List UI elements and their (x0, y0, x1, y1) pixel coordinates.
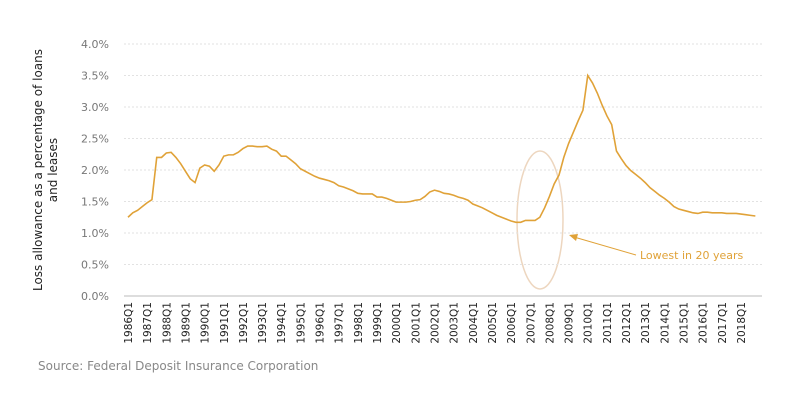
x-tick-label: 2003Q1 (449, 302, 461, 344)
x-tick-label: 1989Q1 (180, 302, 192, 344)
x-tick-label: 2012Q1 (621, 302, 633, 344)
x-tick-label: 1988Q1 (161, 302, 173, 344)
x-tick-label: 1994Q1 (276, 302, 288, 344)
x-tick-label: 2011Q1 (602, 302, 614, 344)
y-tick-label: 1.5% (81, 196, 109, 209)
x-tick-label: 2007Q1 (525, 302, 537, 344)
x-tick-label: 1993Q1 (257, 302, 269, 344)
x-tick-label: 1992Q1 (238, 302, 250, 344)
y-tick-label: 2.5% (81, 133, 109, 146)
y-tick-label: 0.0% (81, 290, 109, 303)
data-line (127, 73, 756, 224)
highlight-ellipse (516, 150, 564, 290)
x-tick-label: 2000Q1 (391, 302, 403, 344)
x-tick-label: 1998Q1 (353, 302, 365, 344)
x-tick-label: 2001Q1 (410, 302, 422, 344)
y-tick-label: 3.5% (81, 70, 109, 83)
x-tick-label: 1995Q1 (295, 302, 307, 344)
x-tick-label: 2005Q1 (487, 302, 499, 344)
x-tick-label: 1996Q1 (315, 302, 327, 344)
y-tick-label: 0.5% (81, 259, 109, 272)
x-tick-label: 2008Q1 (544, 302, 556, 344)
y-tick-label: 4.0% (81, 38, 109, 51)
y-tick-label: 2.0% (81, 164, 109, 177)
x-tick-label: 2004Q1 (468, 302, 480, 344)
x-tick-label: 2016Q1 (698, 302, 710, 344)
annotation-text: Lowest in 20 years (640, 249, 744, 262)
arrow-head (569, 234, 578, 241)
x-tick-label: 2002Q1 (429, 302, 441, 344)
y-axis-label: and leases (46, 138, 60, 202)
source: Source: Federal Deposit Insurance Corpor… (38, 359, 318, 373)
y-tick-label: 1.0% (81, 227, 109, 240)
x-tick-label: 2014Q1 (659, 302, 671, 344)
x-tick-label: 2017Q1 (717, 302, 729, 344)
x-tick-label: 1999Q1 (372, 302, 384, 344)
y-tick-label: 3.0% (81, 101, 109, 114)
x-tick-label: 2009Q1 (564, 302, 576, 344)
y-axis-label: Loss allowance as a percentage of loans (31, 49, 45, 291)
annotation-arrow (573, 236, 637, 256)
x-tick-label: 2018Q1 (736, 302, 748, 344)
x-tick-label: 2015Q1 (679, 302, 691, 344)
x-tick-label: 1986Q1 (123, 302, 135, 344)
x-tick-label: 2013Q1 (640, 302, 652, 344)
x-tick-label: 2006Q1 (506, 302, 518, 344)
x-tick-label: 1991Q1 (219, 302, 231, 344)
x-tick-label: 2010Q1 (583, 302, 595, 344)
x-tick-label: 1997Q1 (334, 302, 346, 344)
x-tick-label: 1990Q1 (200, 302, 212, 344)
x-tick-label: 1987Q1 (142, 302, 154, 344)
